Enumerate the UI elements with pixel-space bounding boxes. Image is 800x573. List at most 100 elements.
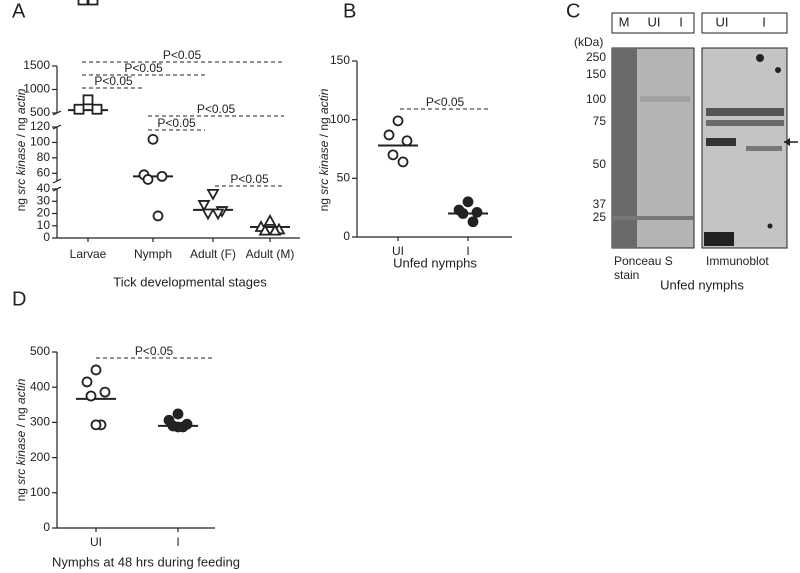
marker-label: 250 [586,50,606,64]
point [383,129,395,141]
point [90,419,102,431]
gel-caption: Immunoblot [706,254,769,268]
point [401,135,413,147]
point [397,156,409,168]
panel-label: B [343,0,356,22]
lane-header [611,12,695,34]
significance-label: P<0.05 [426,95,465,109]
point [73,103,85,115]
marker-label: 25 [593,210,607,224]
lane-label: I [679,14,683,29]
point [82,94,94,106]
point [471,206,483,218]
y-axis-label: ng src kinase / ng actin [14,88,28,211]
blot-panel [611,12,798,249]
point [263,213,277,226]
x-axis-label: Nymphs at 48 hrs during feeding [52,554,240,569]
point [172,421,184,433]
y-tick-label: 100 [30,485,50,499]
y-label-part: ng [317,195,331,212]
point [268,223,282,236]
y-label-part: ng [14,195,28,212]
x-axis-label: Tick developmental stages [113,274,267,289]
point [467,216,479,228]
lane-header [701,12,788,34]
spot [767,223,773,229]
x-tick-label: Adult (M) [246,247,295,261]
x-tick-label: Adult (F) [190,247,236,261]
point [172,408,184,420]
spot [775,67,781,73]
y-label-part: / ng [317,114,331,141]
band [613,216,693,220]
panel-label: A [12,0,26,22]
y-tick-label: 150 [330,53,350,67]
panel-label: D [12,288,26,310]
x-tick-label: Larvae [70,247,107,261]
axis-break [52,178,62,184]
y-tick-label: 500 [30,344,50,358]
point [387,149,399,161]
y-label-part: / ng [14,114,28,141]
y-axis-label: ng src kinase / ng actin [14,378,28,501]
point [201,208,215,221]
point [457,208,469,219]
y-tick-label: 1000 [23,82,50,96]
y-tick-label: 50 [337,171,351,185]
marker-lane [612,48,637,248]
y-tick-label: 80 [37,150,51,164]
point [152,210,164,222]
y-tick-label: 120 [30,119,50,133]
point [197,200,211,212]
point [462,196,474,208]
lane-label: I [762,14,766,29]
point [142,174,154,185]
x-tick-label: I [176,535,179,549]
band [706,138,736,146]
y-tick-label: 30 [37,193,51,207]
y-label-part: ng [14,485,28,502]
y-tick-label: 100 [330,112,350,126]
band [706,108,784,116]
point [156,170,168,182]
gel-caption: stain [614,268,639,282]
point [147,133,159,145]
point [99,386,111,398]
y-tick-label: 400 [30,379,50,393]
marker-label: 37 [593,197,607,211]
y-tick-label: 60 [37,165,51,179]
y-label-part: src kinase [14,430,28,484]
lane-label: M [619,14,630,29]
y-tick-label: 0 [343,229,350,243]
band [640,96,690,102]
gel-caption: Ponceau S [614,254,673,268]
x-axis-label: Unfed nymphs [660,277,744,292]
y-label-part: src kinase [317,140,331,194]
significance-label: P<0.05 [197,102,236,116]
y-tick-label: 10 [37,218,51,232]
y-tick-label: 20 [37,206,51,220]
y-axis-label: ng src kinase / ng actin [317,88,331,211]
marker-label: 100 [586,92,606,106]
y-label-part: actin [317,88,331,114]
point [85,390,97,402]
point [91,103,103,115]
band [706,120,784,126]
y-tick-label: 500 [30,105,50,119]
x-axis-label: Unfed nymphs [393,255,477,270]
unit-label: (kDa) [574,35,603,49]
spot [704,232,734,246]
point [211,208,225,221]
y-tick-label: 0 [43,230,50,244]
significance-label: P<0.05 [163,48,202,62]
y-tick-label: 300 [30,415,50,429]
significance-label: P<0.05 [94,74,133,88]
panel-label: C [566,0,580,22]
marker-label: 50 [593,157,607,171]
y-tick-label: 0 [43,520,50,534]
y-tick-label: 100 [30,135,50,149]
significance-label: P<0.05 [135,344,174,358]
y-tick-label: 200 [30,450,50,464]
marker-label: 75 [593,114,607,128]
